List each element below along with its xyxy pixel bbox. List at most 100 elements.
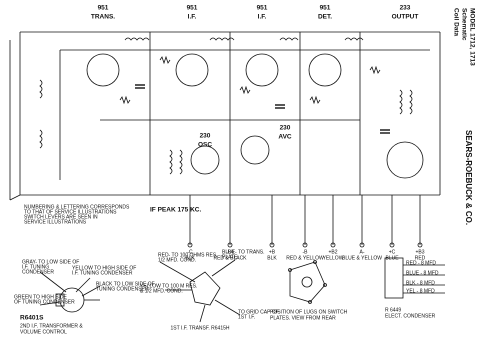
lead-color: RED (415, 255, 426, 261)
tube-role: OSC (198, 142, 212, 149)
note-line: TO THAT OF SERVICE ILLUSTRATIONS (24, 209, 117, 215)
lead-color: BLUE (385, 255, 399, 261)
part-drawings-stroke (301, 276, 313, 288)
lead-label: BLACK TO LOW SIDE OF (96, 281, 155, 287)
tube-type: 233 (400, 5, 411, 12)
lead-color: BLK (185, 255, 195, 261)
wiring-stroke (159, 55, 171, 65)
part-drawings-stroke (323, 283, 327, 287)
wiring-stroke (39, 129, 43, 149)
caption: VOLUME CONTROL (20, 329, 67, 335)
note-line: SWITCH LEVERS ARE SEEN IN (24, 214, 98, 220)
lead-label: TO GRID CAP OF (238, 309, 279, 315)
lead-label: BLUE- TO TRANS. (222, 249, 265, 255)
tube-role: I.F. (188, 14, 197, 21)
wiring-stroke (175, 53, 209, 87)
lead-terminal: +B3 (415, 249, 424, 255)
wiring-stroke (169, 149, 173, 175)
part-number: R6401S (20, 315, 44, 322)
caption: POSITION OF LUGS ON SWITCH (270, 309, 348, 315)
part-drawings-stroke (313, 260, 317, 264)
lead-terminal: -B4 (226, 249, 234, 255)
tube-role: OUTPUT (392, 14, 419, 21)
tube-type: 951 (98, 5, 109, 12)
tube-role: I.F. (258, 14, 267, 21)
caption: ELECT. CONDENSER (385, 313, 436, 319)
model-block: MODEL 1712, 1713 Schematic Coil Data (452, 8, 475, 66)
lead-color: BLK (267, 255, 277, 261)
lead-label: BLK - 8 MFD (406, 280, 435, 286)
wiring-stroke (369, 65, 381, 75)
part-drawings-stroke (39, 271, 67, 293)
lead-label: YELLOW TO 100 M RES. (140, 283, 197, 289)
part-drawings-stroke (214, 299, 241, 316)
lead-label: RED - 8 MFD (406, 260, 436, 266)
wiring-stroke (359, 242, 365, 248)
lead-terminal: +B2 (328, 249, 337, 255)
part-drawings-stroke (288, 268, 292, 272)
model-line: Coil Data (452, 8, 459, 37)
if-peak: IF PEAK 175 KC. (150, 207, 201, 214)
part-drawings-stroke (289, 261, 326, 303)
part-drawings-stroke (211, 259, 236, 277)
tube-role: TRANS. (91, 14, 115, 21)
lead-label: CONDENSER (22, 269, 54, 275)
model-line: Schematic (460, 8, 467, 41)
lead-color: BLUE & YELLOW (342, 255, 382, 261)
wiring-stroke (309, 95, 321, 105)
wiring-stroke (308, 53, 342, 87)
caption: PLATES. VIEW FROM REAR (270, 315, 336, 321)
lead-color: YELLOW (323, 255, 344, 261)
part-drawings-stroke (55, 293, 65, 307)
lead-label: BLUE - 8 MFD (406, 270, 439, 276)
lead-label: YELLOW TO HIGH SIDE OF (72, 265, 136, 271)
tube-role: AVC (278, 134, 292, 141)
tube-type: 951 (187, 5, 198, 12)
part-drawings-stroke (308, 300, 312, 304)
part-drawings-stroke (199, 304, 206, 323)
wiring-stroke (389, 242, 395, 248)
part-drawings-stroke (39, 301, 61, 306)
tube-role: DET. (318, 14, 332, 21)
lead-label: PLATE (222, 254, 238, 260)
wiring-stroke (240, 135, 270, 165)
tube-type: 230 (200, 133, 211, 140)
wiring-stroke (86, 53, 120, 87)
wiring-stroke (209, 37, 235, 41)
part-drawings-stroke (81, 285, 101, 297)
lead-color: RED & YELLOW (286, 255, 324, 261)
wiring-stroke (179, 149, 183, 175)
wiring-stroke (302, 242, 308, 248)
lead-terminal: -B (303, 249, 309, 255)
lead-label: OF TUNING CONDENSER (14, 299, 75, 305)
lead-terminal: -C (187, 249, 193, 255)
wiring (9, 31, 441, 248)
lead-label: I.F. TUNING (22, 264, 49, 270)
caption: 1ST I.F. TRANSF. R6415H (170, 325, 229, 331)
wiring-stroke (399, 89, 403, 115)
lead-terminal: A- (360, 249, 365, 255)
caption: R 6449 (385, 307, 401, 313)
wiring-stroke (187, 242, 193, 248)
part-drawings-stroke (384, 257, 404, 299)
part-drawings-stroke (189, 271, 221, 306)
lead-label: GREEN TO HIGH SIDE (14, 294, 68, 300)
wiring-stroke (245, 53, 279, 87)
lead-label: RED- TO 100 OHMS RES. (158, 252, 218, 258)
part-drawings (39, 257, 445, 323)
wiring-stroke (124, 37, 150, 41)
wiring-stroke (190, 145, 220, 175)
wiring-stroke (227, 242, 233, 248)
wiring-stroke (417, 242, 423, 248)
wiring-stroke (330, 242, 336, 248)
note-line: NUMBERING & LETTERING CORRESPONDS (24, 204, 130, 210)
wiring-stroke (386, 141, 424, 179)
lead-label: YEL - 8 MFD (406, 288, 435, 294)
wiring-stroke (344, 37, 364, 41)
note-line: SERVICE ILLUSTRATIONS (24, 219, 87, 225)
wiring-stroke (119, 95, 131, 105)
wiring-stroke (239, 85, 251, 95)
caption: 2ND I.F. TRANSFORMER & (20, 323, 83, 329)
